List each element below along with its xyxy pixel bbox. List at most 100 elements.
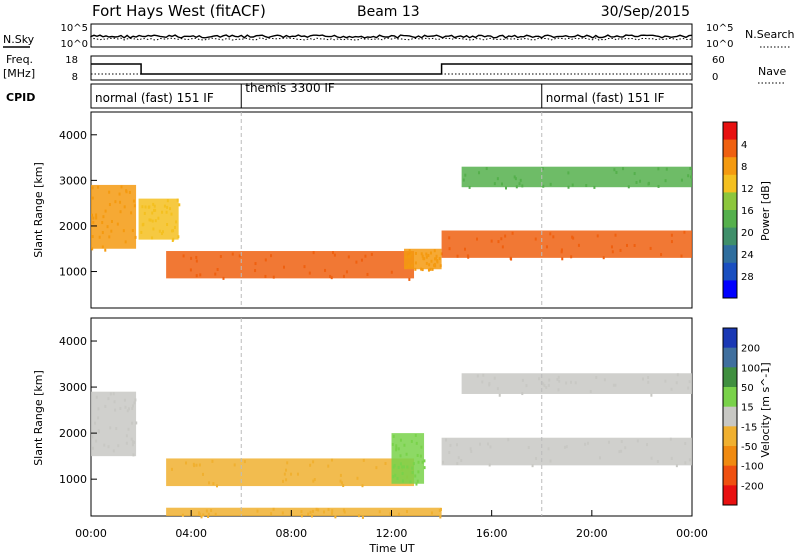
data-speckle xyxy=(647,181,650,185)
data-speckle xyxy=(498,393,501,397)
data-speckle xyxy=(178,203,181,207)
data-speckle xyxy=(422,257,425,261)
data-speckle xyxy=(421,268,424,272)
colorbar-frame xyxy=(722,121,738,299)
data-speckle xyxy=(107,445,110,449)
nsearch-trace xyxy=(90,37,693,41)
data-speckle xyxy=(166,223,169,227)
colorbar-tick-label: 16 xyxy=(741,206,754,217)
data-speckle xyxy=(97,407,100,411)
data-band xyxy=(461,373,692,394)
freq-left-tick-bottom: 8 xyxy=(72,72,78,83)
data-speckle xyxy=(463,247,466,251)
data-speckle xyxy=(177,235,180,239)
data-band xyxy=(166,251,415,279)
data-speckle xyxy=(327,464,330,468)
data-speckle xyxy=(607,440,610,444)
data-speckle xyxy=(676,373,679,377)
data-speckle xyxy=(132,199,135,203)
data-speckle xyxy=(547,447,550,451)
data-speckle xyxy=(151,236,154,240)
data-speckle xyxy=(307,512,310,516)
data-speckle xyxy=(152,227,155,231)
data-speckle xyxy=(395,444,398,448)
data-speckle xyxy=(411,471,414,475)
colorbar-cell xyxy=(723,192,737,211)
cpid-segments: normal (fast) 151 IF themis 3300 IF normal… xyxy=(95,81,665,108)
data-speckle xyxy=(355,260,358,264)
data-speckle xyxy=(375,466,378,470)
data-speckle xyxy=(584,442,587,446)
data-speckle xyxy=(117,444,120,448)
data-speckle xyxy=(327,508,330,512)
data-speckle xyxy=(389,512,392,516)
data-speckle xyxy=(456,254,459,258)
colorbar-tick-label: 8 xyxy=(741,162,747,173)
data-speckle xyxy=(208,481,211,485)
data-speckle xyxy=(185,461,188,465)
data-speckle xyxy=(636,439,639,443)
data-speckle xyxy=(567,171,570,175)
cpid-panel-frame xyxy=(90,83,693,109)
data-speckle xyxy=(414,474,417,478)
data-speckle xyxy=(166,205,169,209)
data-speckle xyxy=(401,471,404,475)
data-speckle xyxy=(403,443,406,447)
data-speckle xyxy=(488,381,491,385)
time-axis-label: Time UT xyxy=(368,542,414,554)
data-speckle xyxy=(670,233,673,237)
data-speckle xyxy=(429,251,432,255)
data-speckle xyxy=(421,460,424,464)
data-speckle xyxy=(214,512,217,516)
data-speckle xyxy=(109,392,112,396)
colorbar-tick-label: 20 xyxy=(741,228,754,239)
radar-title: Fort Hays West (fitACF) xyxy=(92,2,266,20)
data-speckle xyxy=(549,182,552,186)
data-speckle xyxy=(128,190,131,194)
data-speckle xyxy=(109,426,112,430)
data-speckle xyxy=(610,245,613,249)
data-speckle xyxy=(202,513,205,517)
data-speckle xyxy=(200,515,203,519)
data-speckle xyxy=(158,229,161,233)
data-speckle xyxy=(393,464,396,468)
data-speckle xyxy=(683,230,686,234)
data-speckle xyxy=(290,472,293,476)
data-speckle xyxy=(535,456,538,460)
data-speckle xyxy=(470,449,473,453)
data-speckle xyxy=(656,460,659,464)
y-tick-label: 3000 xyxy=(59,381,87,394)
data-speckle xyxy=(116,222,119,226)
data-speckle xyxy=(585,184,588,188)
data-speckle xyxy=(415,482,418,486)
data-speckle xyxy=(135,421,138,425)
data-speckle xyxy=(493,376,496,380)
data-speckle xyxy=(618,450,621,454)
data-speckle xyxy=(410,264,413,268)
data-speckle xyxy=(123,398,126,402)
data-speckle xyxy=(421,254,424,258)
data-speckle xyxy=(342,274,345,278)
nsearch-label: N.Search xyxy=(745,28,795,41)
data-speckle xyxy=(569,380,572,384)
data-speckle xyxy=(414,261,417,265)
data-speckle xyxy=(312,251,315,255)
data-speckle xyxy=(556,377,559,381)
data-speckle xyxy=(198,463,201,467)
data-speckle xyxy=(646,443,649,447)
data-band xyxy=(461,166,692,188)
data-speckle xyxy=(425,255,428,259)
colorbar-frame xyxy=(722,327,738,506)
data-band xyxy=(441,437,692,466)
data-speckle xyxy=(133,401,136,405)
velocity-panel-frame xyxy=(90,317,693,517)
data-speckle xyxy=(207,512,210,516)
data-speckle xyxy=(476,237,479,241)
data-speckle xyxy=(131,407,134,411)
data-speckle xyxy=(448,247,451,251)
data-speckle xyxy=(438,257,441,261)
data-speckle xyxy=(343,510,346,514)
data-speckle xyxy=(312,479,315,483)
data-speckle xyxy=(207,514,210,518)
colorbar-tick-label: -100 xyxy=(741,462,764,473)
